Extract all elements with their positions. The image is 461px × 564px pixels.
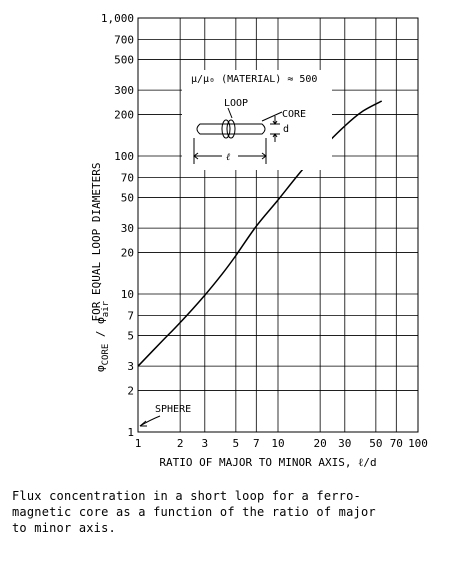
y-tick-label: 5 bbox=[127, 330, 134, 343]
x-tick-label: 30 bbox=[338, 437, 351, 450]
d-label: d bbox=[283, 124, 289, 135]
series bbox=[137, 100, 383, 367]
x-tick-label: 2 bbox=[177, 437, 184, 450]
y-axis-label-text: φCORE / φair bbox=[94, 300, 111, 372]
sphere-label: SPHERE bbox=[155, 404, 191, 415]
y-tick-label: 50 bbox=[121, 192, 134, 205]
y-phi-air: φ bbox=[94, 317, 107, 324]
y-core-sub: CORE bbox=[101, 344, 111, 366]
core-rod bbox=[196, 123, 266, 135]
y-tick-label: 100 bbox=[114, 150, 134, 163]
y-tick-label: 2 bbox=[127, 384, 134, 397]
loop-label: LOOP bbox=[224, 98, 248, 109]
material-label: μ/μ₀ (MATERIAL) ≈ 500 bbox=[191, 74, 317, 85]
loop-ring-2 bbox=[226, 119, 236, 139]
y-axis-note: FOR EQUAL LOOP DIAMETERS bbox=[90, 163, 103, 322]
l-dimension bbox=[193, 138, 267, 164]
inset-diagram: μ/μ₀ (MATERIAL) ≈ 500 LOOP CORE d ℓ bbox=[182, 70, 332, 170]
y-air-sub: air bbox=[101, 300, 111, 317]
y-tick-labels: 1 2 3 5 7 10 20 30 50 70 100 200 300 500 700 1,000 bbox=[101, 12, 134, 439]
figure-caption: Flux concentration in a short loop for a… bbox=[12, 489, 376, 535]
x-tick-label: 10 bbox=[271, 437, 284, 450]
core-label: CORE bbox=[282, 109, 306, 120]
x-tick-label: 7 bbox=[253, 437, 260, 450]
y-tick-label: 30 bbox=[121, 222, 134, 235]
core-arrow bbox=[261, 111, 283, 122]
x-tick-label: 3 bbox=[201, 437, 208, 450]
sphere-arrowhead bbox=[139, 420, 147, 427]
y-tick-label: 500 bbox=[114, 54, 134, 67]
x-tick-label: 5 bbox=[233, 437, 240, 450]
y-tick-label: 20 bbox=[121, 246, 134, 259]
x-tick-label: 20 bbox=[314, 437, 327, 450]
y-tick-label: 700 bbox=[114, 33, 134, 46]
loop-ring-1 bbox=[221, 119, 231, 139]
x-tick-label: 100 bbox=[408, 437, 428, 450]
y-tick-label: 10 bbox=[121, 288, 134, 301]
y-phi-core: φ bbox=[94, 365, 107, 372]
y-tick-label: 70 bbox=[121, 171, 134, 184]
y-tick-label: 3 bbox=[127, 360, 134, 373]
sphere-annotation: SPHERE bbox=[139, 404, 191, 427]
x-tick-label: 1 bbox=[135, 437, 142, 450]
x-tick-label: 70 bbox=[390, 437, 403, 450]
y-slash: / bbox=[94, 324, 107, 344]
sphere-arrow bbox=[139, 415, 161, 427]
plot-frame bbox=[137, 17, 419, 433]
y-axis-label: φCORE / φair FOR EQUAL LOOP DIAMETERS bbox=[90, 163, 111, 372]
y-tick-label: 7 bbox=[127, 309, 134, 322]
chart: 1 2 3 5 7 10 20 30 50 70 100 123571020305070100200… bbox=[90, 12, 428, 469]
y-tick-label: 200 bbox=[114, 108, 134, 121]
y-tick-label: 1,000 bbox=[101, 12, 134, 25]
series-line bbox=[137, 100, 383, 367]
inset-background bbox=[182, 70, 332, 170]
y-tick-label: 1 bbox=[127, 426, 134, 439]
loop-arrow bbox=[227, 107, 233, 119]
x-tick-label: 50 bbox=[369, 437, 382, 450]
l-label: ℓ bbox=[226, 152, 230, 163]
l-arrowheads bbox=[193, 152, 267, 160]
x-axis-label: RATIO OF MAJOR TO MINOR AXIS, ℓ/d bbox=[159, 456, 376, 469]
d-arrowheads bbox=[272, 120, 278, 138]
y-tick-label: 300 bbox=[114, 84, 134, 97]
x-tick-labels: 1 2 3 5 7 10 20 30 50 70 100 bbox=[135, 437, 428, 450]
